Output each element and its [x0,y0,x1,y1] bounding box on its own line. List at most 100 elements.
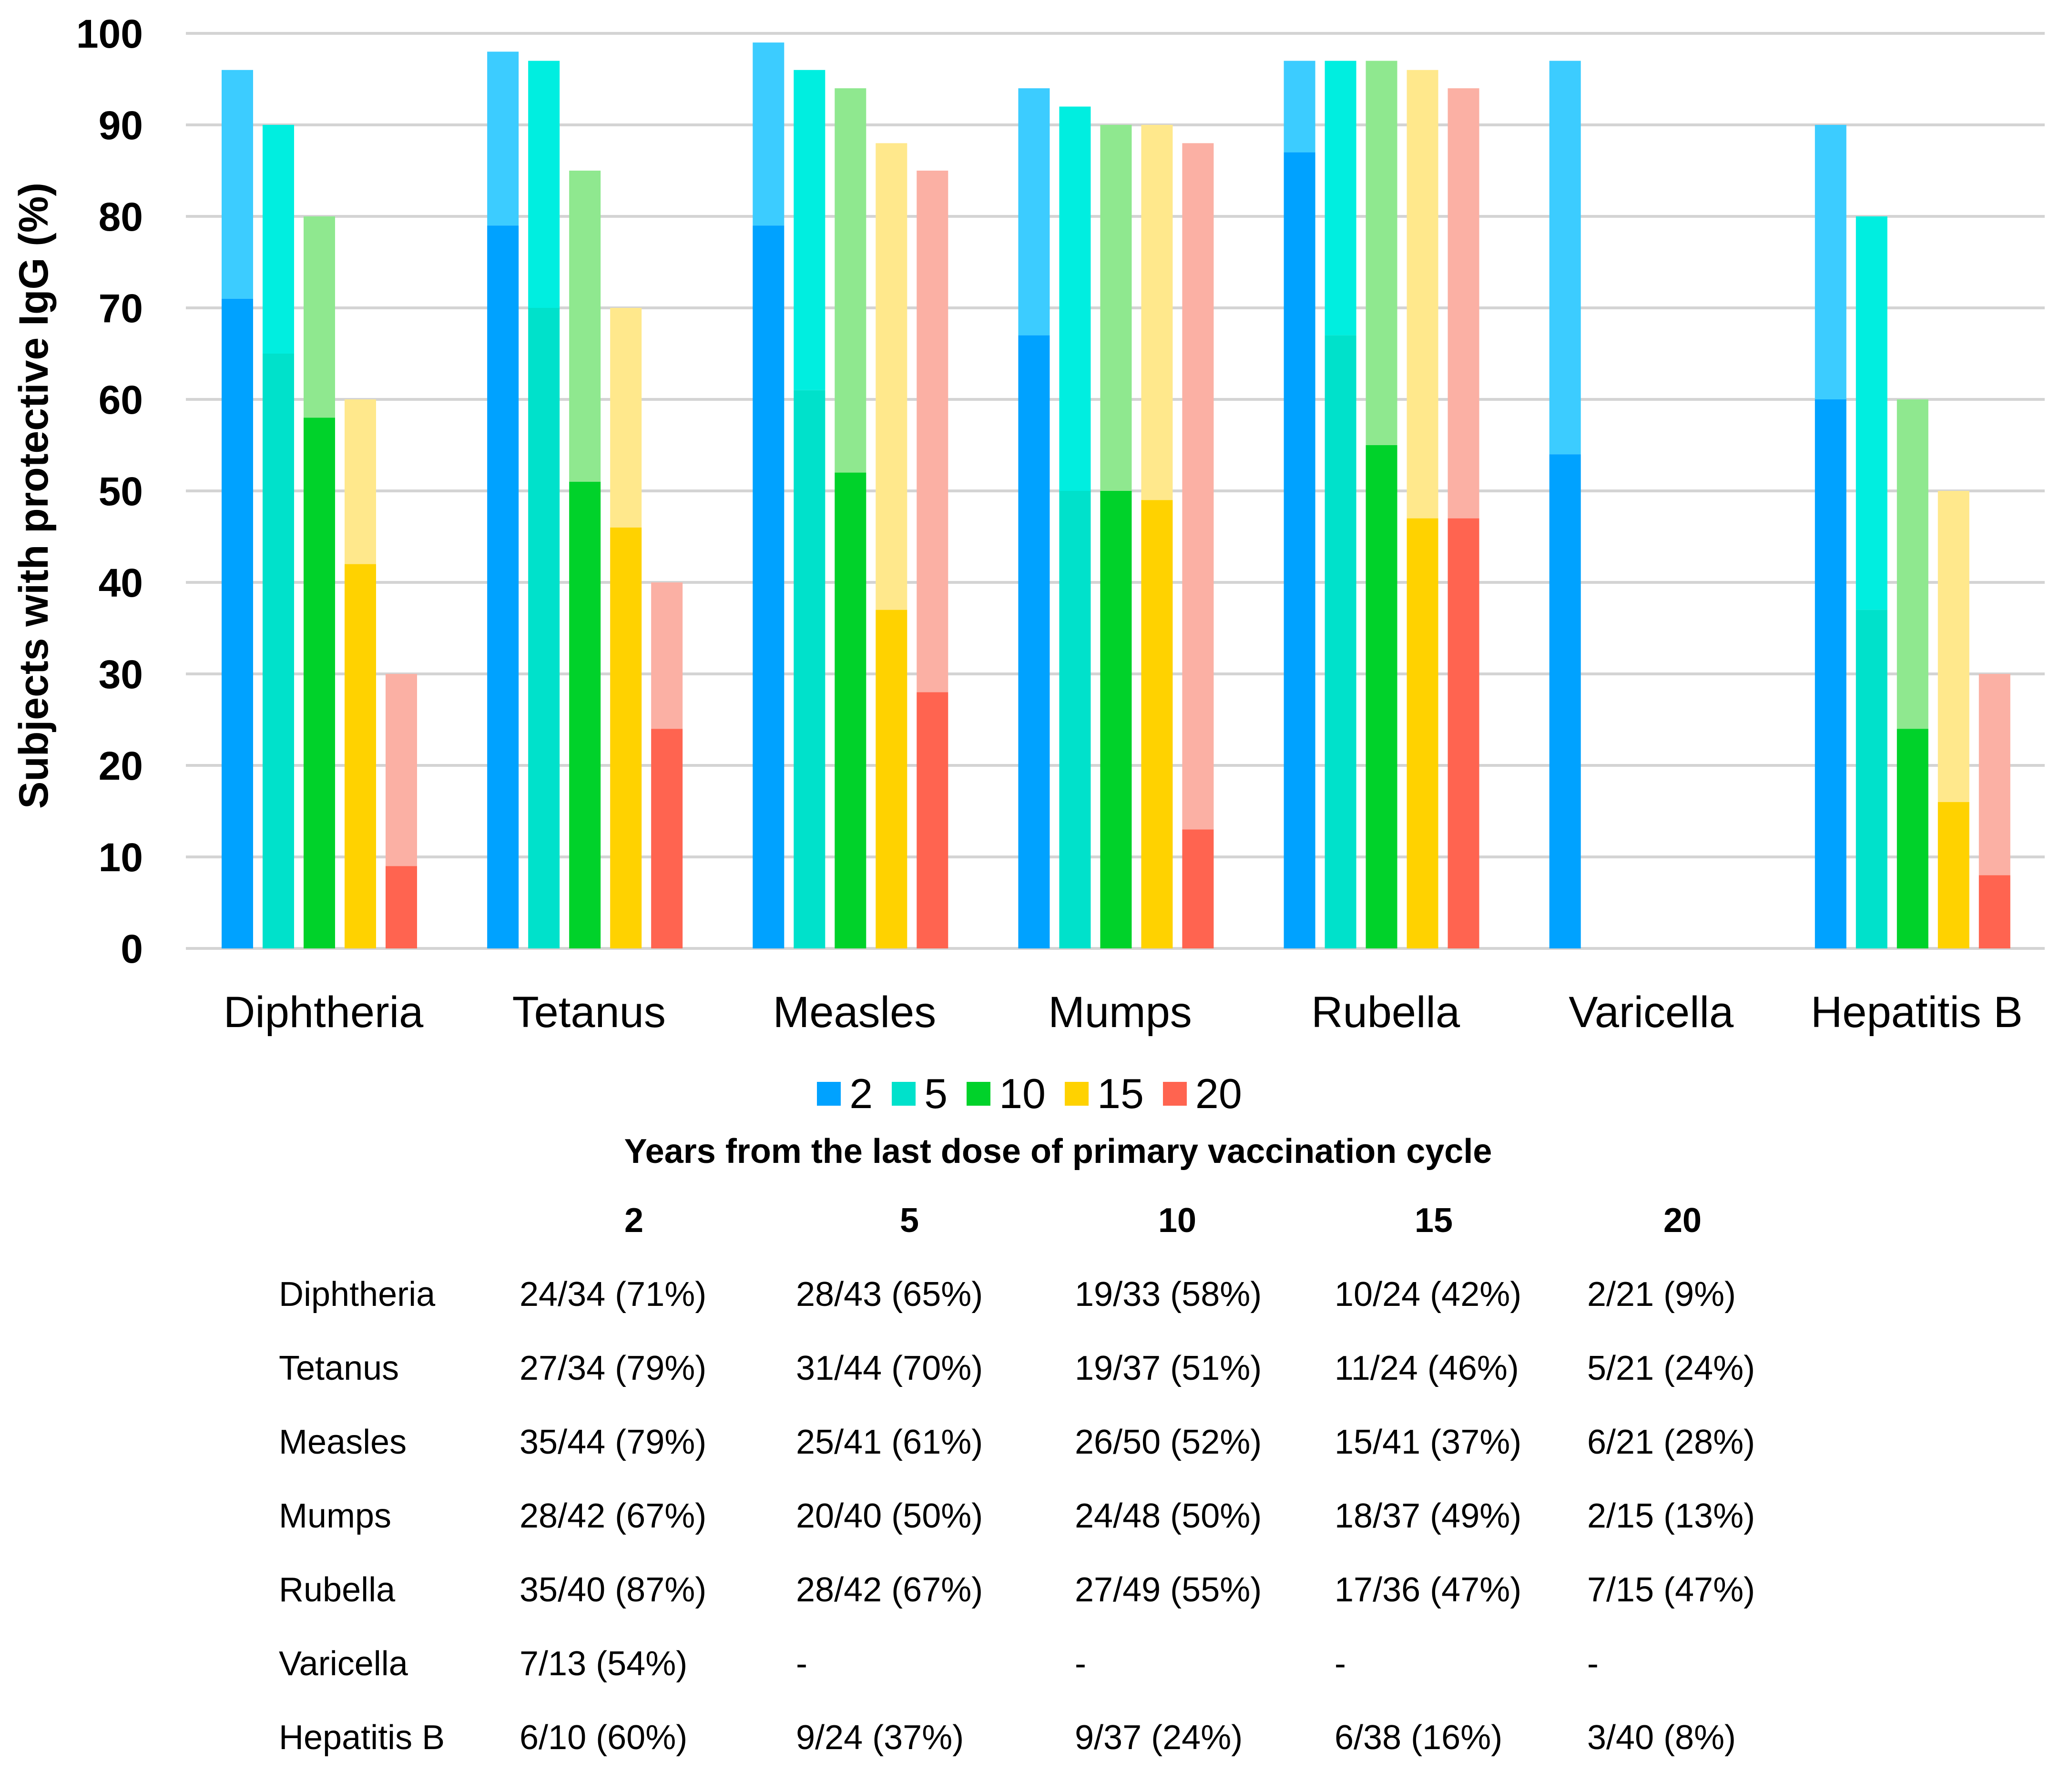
bar-upper [1018,88,1050,336]
bar [1059,491,1091,948]
legend-swatch-10 [967,1082,991,1106]
bar-upper [1325,61,1356,336]
table-row: Mumps 28/42 (67%) 20/40 (50%) 24/48 (50%… [0,1497,2059,1570]
legend: 2 5 10 15 20 [0,1068,2059,1120]
legend-label: 20 [1195,1070,1242,1117]
table-header: 5 [900,1201,919,1240]
legend-swatch-20 [1162,1082,1187,1106]
table-row: Diphtheria 24/34 (71%) 28/43 (65%) 19/33… [0,1275,2059,1349]
bar-upper [263,125,294,354]
bar [386,866,417,948]
table-cell: 24/34 (71%) [520,1275,707,1313]
bar-upper [528,61,560,308]
bar-upper [1855,216,1887,610]
table-cell: 28/42 (67%) [520,1497,707,1535]
bar-upper [835,88,866,473]
bar [1937,802,1969,948]
bar-upper [569,171,601,482]
table-cell: 20/40 (50%) [796,1497,983,1535]
table-row: Tetanus 27/34 (79%) 31/44 (70%) 19/37 (5… [0,1349,2059,1423]
table-cell: 17/36 (47%) [1335,1571,1522,1609]
legend-item-20: 20 [1162,1069,1242,1118]
table-row: Hepatitis B 6/10 (60%) 9/24 (37%) 9/37 (… [0,1718,2059,1792]
table-cell: - [1587,1645,1599,1683]
y-tick-label: 10 [99,835,143,880]
y-tick-label: 30 [99,652,143,697]
bar [1141,500,1173,948]
data-table: 2 5 10 15 20 Diphtheria 24/34 (71%) 28/4… [0,1201,2059,1792]
bar [610,527,642,948]
table-cell: 3/40 (8%) [1587,1719,1736,1757]
bar [1325,335,1356,948]
row-label: Hepatitis B [279,1719,445,1757]
x-tick-label: Diphtheria [224,988,424,1037]
x-tick-label: Measles [773,988,937,1037]
bar [917,692,948,948]
table-cell: 7/13 (54%) [520,1645,688,1683]
bar-upper [1937,491,1969,802]
table-header: 2 [624,1201,644,1240]
legend-item-5: 5 [892,1069,948,1118]
bar-upper [1100,125,1132,491]
bar-upper [1896,399,1928,729]
bar [1182,829,1214,948]
x-tick-label: Hepatitis B [1811,988,2023,1037]
bar [1100,491,1132,948]
table-header-row: 2 5 10 15 20 [0,1201,2059,1275]
bar-upper [345,399,376,564]
legend-swatch-5 [892,1082,916,1106]
bar [876,610,907,948]
table-cell: 27/49 (55%) [1075,1571,1262,1609]
bar [753,225,785,949]
bar [1407,518,1438,948]
x-tick-label: Rubella [1311,988,1460,1037]
bar-upper [487,51,519,226]
table-cell: 28/43 (65%) [796,1275,983,1313]
legend-item-10: 10 [967,1069,1046,1118]
table-cell: 35/44 (79%) [520,1423,707,1461]
table-cell: - [796,1645,807,1683]
table-cell: 35/40 (87%) [520,1571,707,1609]
bar [263,354,294,948]
bar [651,729,683,948]
legend-item-2: 2 [817,1069,873,1118]
bar-upper [1182,143,1214,830]
bar [794,390,826,948]
bars [222,42,2010,949]
bar [304,417,335,948]
bar-upper [1407,70,1438,519]
bar-upper [1284,61,1315,153]
bar [1814,399,1846,948]
legend-label: 10 [999,1070,1046,1117]
bar-upper [1141,125,1173,500]
row-label: Measles [279,1423,407,1461]
table-header: 10 [1158,1201,1197,1240]
row-label: Mumps [279,1497,392,1535]
bar-upper [1814,125,1846,399]
y-tick-label: 90 [99,103,143,148]
table-cell: 15/41 (37%) [1335,1423,1522,1461]
table-row: Varicella 7/13 (54%) - - - - [0,1644,2059,1718]
y-tick-label: 40 [99,560,143,605]
table-cell: 7/15 (47%) [1587,1571,1755,1609]
row-label: Varicella [279,1645,408,1683]
table-cell: 28/42 (67%) [796,1571,983,1609]
x-tick-label: Mumps [1048,988,1192,1037]
row-label: Rubella [279,1571,396,1609]
table-cell: 26/50 (52%) [1075,1423,1262,1461]
x-axis-labels: Diphtheria Tetanus Measles Mumps Rubella Vari… [224,988,2023,1037]
bar-upper [304,216,335,418]
y-tick-label: 70 [99,286,143,331]
bar-upper [1366,61,1397,446]
bar [1549,454,1581,949]
bar-upper [917,171,948,692]
bar-upper [1549,61,1581,455]
bar-upper [610,308,642,528]
bar-upper [876,143,907,610]
bar [528,308,560,948]
table-cell: 2/15 (13%) [1587,1497,1755,1535]
y-tick-label: 60 [99,377,143,422]
bar-upper [1059,106,1091,491]
bar-chart: 0 10 20 30 40 50 60 70 80 90 100 Diphtheria Tetanus… [11,11,2045,1037]
y-tick-label: 20 [99,743,143,788]
